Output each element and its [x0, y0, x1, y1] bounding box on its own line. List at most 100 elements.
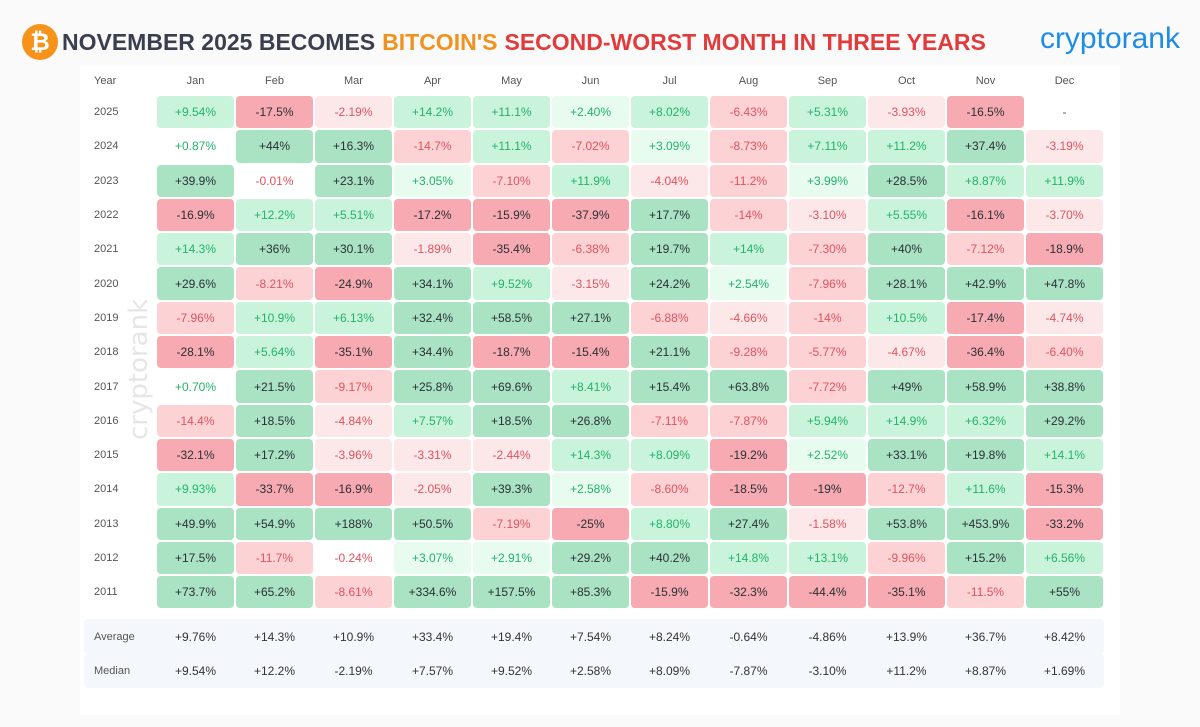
- cell-2022-may: -15.9%: [473, 198, 550, 232]
- year-row-2020: 2020 +29.6% -8.21% -24.9% +34.1% +9.52% -3.15%…: [84, 266, 1104, 300]
- year-row-2018: 2018 -28.1% +5.64% -35.1% +34.4% -18.7% -15.4%…: [84, 335, 1104, 369]
- cell-2020-jan: +29.6%: [157, 267, 234, 300]
- cell-2014-jan: +9.93%: [157, 473, 234, 506]
- cell-2022-nov: -16.1%: [947, 198, 1024, 232]
- cell-2021-oct: +40%: [868, 233, 945, 266]
- cell-median-jul: +8.09%: [648, 663, 691, 678]
- cell-2014-aug: -18.5%: [710, 473, 787, 506]
- cell-2022-jul: +17.7%: [631, 198, 708, 232]
- year-row-2013: 2013 +49.9% +54.9% +188% +50.5% -7.19% -25% +8.…: [84, 507, 1104, 541]
- cell-2011-aug: -32.3%: [710, 576, 787, 609]
- cell-2013-jan: +49.9%: [157, 507, 234, 540]
- cell-2021-feb: +36%: [236, 233, 313, 266]
- cell-2012-feb: -11.7%: [236, 541, 313, 575]
- cell-2018-jan: -28.1%: [157, 336, 234, 369]
- cell-median-jan: +9.54%: [174, 663, 217, 678]
- cell-2025-jan: +9.54%: [157, 96, 234, 129]
- cell-2013-aug: +27.4%: [710, 507, 787, 540]
- cell-2025-mar: -2.19%: [315, 96, 392, 129]
- cell-2013-sep: -1.58%: [789, 507, 866, 540]
- year-label: 2019: [94, 311, 119, 324]
- cell-2021-apr: -1.89%: [394, 233, 471, 266]
- cell-2011-jun: +85.3%: [552, 576, 629, 609]
- cell-2017-jul: +15.4%: [631, 370, 708, 403]
- year-label: 2020: [94, 277, 119, 290]
- cell-2015-jun: +14.3%: [552, 438, 629, 472]
- cell-2020-jul: +24.2%: [631, 267, 708, 300]
- cell-2014-jul: -8.60%: [631, 473, 708, 506]
- cell-2019-may: +58.5%: [473, 301, 550, 335]
- cell-2016-sep: +5.94%: [789, 404, 866, 437]
- cell-2020-mar: -24.9%: [315, 267, 392, 300]
- cell-2024-may: +11.1%: [473, 130, 550, 163]
- cell-2016-apr: +7.57%: [394, 404, 471, 437]
- cell-2013-apr: +50.5%: [394, 507, 471, 540]
- cell-2024-aug: -8.73%: [710, 130, 787, 163]
- cell-2024-dec: -3.19%: [1026, 130, 1103, 163]
- cell-2022-oct: +5.55%: [868, 198, 945, 232]
- cell-2020-nov: +42.9%: [947, 267, 1024, 300]
- cell-2014-sep: -19%: [789, 473, 866, 506]
- cell-median-apr: +7.57%: [411, 663, 454, 678]
- cell-2018-oct: -4.67%: [868, 336, 945, 369]
- year-label: 2012: [94, 552, 119, 564]
- cell-2013-jun: -25%: [552, 507, 629, 540]
- month-header-nov: Nov: [975, 75, 996, 87]
- cell-2016-jan: -14.4%: [157, 404, 234, 437]
- cell-2024-mar: +16.3%: [315, 130, 392, 163]
- cell-2019-dec: -4.74%: [1026, 301, 1103, 335]
- cell-2017-aug: +63.8%: [710, 370, 787, 403]
- cell-2015-apr: -3.31%: [394, 438, 471, 472]
- cell-average-may: +19.4%: [490, 629, 533, 644]
- cell-2023-oct: +28.5%: [868, 164, 945, 197]
- cell-2016-feb: +18.5%: [236, 404, 313, 437]
- cell-2011-mar: -8.61%: [315, 576, 392, 609]
- cell-2024-jan: +0.87%: [157, 130, 234, 163]
- year-header: Year: [94, 75, 117, 87]
- cell-2022-mar: +5.51%: [315, 198, 392, 232]
- cell-2020-aug: +2.54%: [710, 267, 787, 300]
- cell-2013-may: -7.19%: [473, 507, 550, 540]
- cell-2014-mar: -16.9%: [315, 473, 392, 506]
- cell-2015-nov: +19.8%: [947, 438, 1024, 472]
- cell-2020-sep: -7.96%: [789, 267, 866, 300]
- year-label: 2011: [94, 586, 118, 599]
- cell-2014-oct: -12.7%: [868, 473, 945, 506]
- year-label: 2025: [94, 106, 119, 119]
- cell-2011-may: +157.5%: [473, 576, 550, 609]
- year-row-2015: 2015 -32.1% +17.2% -3.96% -3.31% -2.44% +14.3%…: [84, 438, 1104, 472]
- cell-2012-jan: +17.5%: [157, 541, 234, 575]
- cryptorank-logo: cryptorank: [1039, 22, 1180, 55]
- year-label: 2014: [94, 483, 119, 496]
- cell-2013-feb: +54.9%: [236, 507, 313, 540]
- cell-2015-mar: -3.96%: [315, 438, 392, 472]
- year-label: 2013: [94, 517, 119, 530]
- cell-2016-may: +18.5%: [473, 404, 550, 437]
- month-header-aug: Aug: [738, 75, 759, 87]
- cell-average-sep: -4.86%: [808, 629, 847, 644]
- cell-2025-jul: +8.02%: [631, 96, 708, 129]
- cell-2020-dec: +47.8%: [1026, 267, 1103, 300]
- cell-2014-jun: +2.58%: [552, 473, 629, 506]
- year-row-2022: 2022 -16.9% +12.2% +5.51% -17.2% -15.9% -37.9%…: [84, 198, 1104, 232]
- cell-2015-jul: +8.09%: [631, 438, 708, 472]
- cell-2021-aug: +14%: [710, 233, 787, 266]
- cell-2014-dec: -15.3%: [1026, 473, 1103, 506]
- cell-average-jul: +8.24%: [648, 629, 691, 644]
- cell-2011-oct: -35.1%: [868, 576, 945, 609]
- cell-2015-sep: +2.52%: [789, 438, 866, 472]
- cell-2023-mar: +23.1%: [315, 164, 392, 197]
- cell-2012-jul: +40.2%: [631, 541, 708, 575]
- cell-2014-feb: -33.7%: [236, 473, 313, 506]
- cell-2023-aug: -11.2%: [710, 164, 787, 197]
- cell-2018-dec: -6.40%: [1026, 336, 1103, 369]
- month-header-oct: Oct: [897, 75, 916, 87]
- cell-average-oct: +13.9%: [885, 629, 928, 644]
- cell-2021-jul: +19.7%: [631, 233, 708, 266]
- cell-2015-may: -2.44%: [473, 438, 550, 472]
- cell-median-nov: +8.87%: [964, 663, 1007, 678]
- cell-median-mar: -2.19%: [334, 663, 373, 678]
- cell-2021-mar: +30.1%: [315, 233, 392, 266]
- cell-2018-may: -18.7%: [473, 336, 550, 369]
- year-row-2016: 2016 -14.4% +18.5% -4.84% +7.57% +18.5% +26.8%…: [84, 404, 1104, 438]
